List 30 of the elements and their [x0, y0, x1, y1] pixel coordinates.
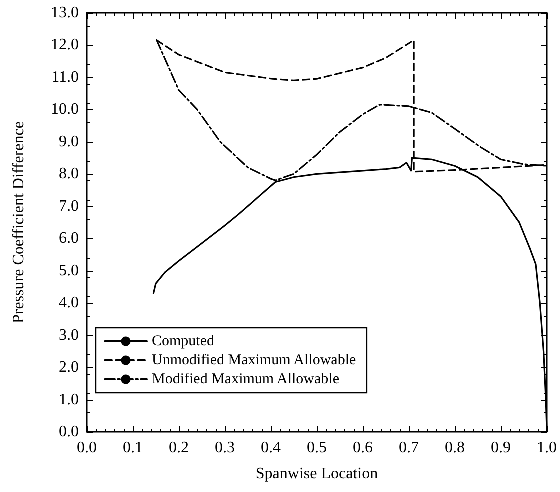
- y-tick-label: 7.0: [59, 198, 79, 215]
- y-tick-label: 3.0: [59, 326, 79, 344]
- y-tick-label: 1.0: [59, 391, 79, 408]
- y-tick-label: 9.0: [59, 133, 79, 150]
- y-tick-label: 4.0: [59, 294, 79, 312]
- x-tick-label: 0.6: [353, 440, 373, 456]
- legend-label: Computed: [152, 334, 215, 350]
- y-tick-label: 0.0: [59, 424, 79, 440]
- y-tick-label: 13.0: [51, 4, 79, 22]
- x-tick-label: 1.0: [537, 440, 557, 456]
- y-tick-label: 11.0: [52, 68, 79, 86]
- legend-label: Modified Maximum Allowable: [152, 372, 340, 388]
- y-axis-title: Pressure Coefficient Difference: [10, 122, 28, 324]
- y-tick-label: 10.0: [51, 101, 79, 118]
- x-tick-label: 0.7: [399, 440, 419, 456]
- y-tick-label: 6.0: [59, 230, 79, 248]
- y-tick-label: 12.0: [51, 36, 79, 54]
- x-tick-label: 0.4: [261, 440, 281, 456]
- legend-label: Unmodified Maximum Allowable: [152, 352, 356, 368]
- x-tick-label: 0.2: [169, 440, 189, 456]
- x-tick-label: 0.3: [215, 440, 235, 456]
- y-tick-label: 2.0: [59, 359, 79, 376]
- x-axis-title: Spanwise Location: [256, 466, 378, 482]
- y-tick-label: 5.0: [59, 262, 79, 280]
- y-tick-label: 8.0: [59, 166, 79, 183]
- x-tick-label: 0.9: [491, 440, 511, 456]
- x-tick-label: 0.8: [445, 440, 465, 456]
- x-tick-label: 0.5: [307, 440, 327, 456]
- x-tick-label: 0.0: [77, 440, 97, 456]
- x-tick-label: 0.1: [123, 440, 143, 456]
